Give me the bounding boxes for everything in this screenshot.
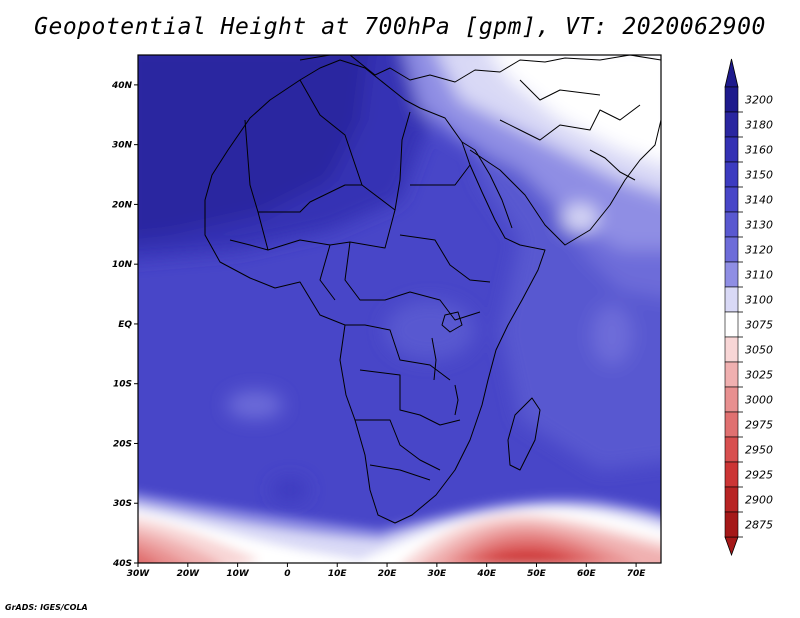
lake-malawi [454,384,459,416]
colorbar-label: 3120 [745,244,773,257]
colorbar-swatch [724,436,739,463]
lat-tick-label: 40S [112,559,132,569]
colorbar-label: 3050 [745,344,773,357]
lon-tick-label: 50E [527,569,547,579]
colorbar-top-arrow [724,58,739,88]
colorbar-label: 2925 [745,469,773,482]
colorbar-label: 3180 [745,119,773,132]
plot-frame [137,54,662,564]
field-band-3100-arabia [562,204,598,232]
lon-tick-label: 70E [627,569,647,579]
lat-tick-label: 20S [113,439,132,449]
credit-text: GrADS: IGES/COLA [5,603,88,612]
arabian-peninsula-coastline [469,119,661,246]
lon-tick-label: 40E [476,569,497,579]
colorbar-swatch [724,236,739,263]
field-band-3120-indian-ocean [592,305,632,365]
lat-tick-label: 20N [112,200,133,210]
colorbar-swatch [724,511,739,538]
map-plot-area [137,54,662,564]
colorbar: 3200 3180 3160 3150 3140 3130 3120 3110 3100 3075… [724,58,773,557]
madagascar-coastline [507,397,541,471]
colorbar-swatch [724,411,739,438]
colorbar-label: 2975 [745,419,773,432]
colorbar-swatch [724,211,739,238]
colorbar-label: 3130 [745,219,773,232]
latitude-axis: 40N 30N 20N 10N EQ 10S 20S 30S 40S [111,81,138,569]
colorbar-swatch [724,111,739,138]
colorbar-label: 3000 [745,394,773,407]
colorbar-swatch [724,336,739,363]
national-borders-north [244,79,471,213]
colorbar-swatch [724,486,739,513]
colorbar-swatch [724,186,739,213]
colorbar-swatch [724,161,739,188]
africa-coastline [204,59,546,524]
colorbar-swatch [724,461,739,488]
lat-tick-label: 30S [113,499,132,509]
lake-tanganyika [431,337,437,381]
colorbar-bottom-arrow [724,536,739,557]
lon-tick-label: 20W [177,569,201,579]
colorbar-label: 3100 [745,294,773,307]
colorbar-swatch [724,386,739,413]
colorbar-label: 3160 [745,144,773,157]
lon-tick-label: 20E [378,569,398,579]
national-borders-south [345,324,461,481]
field-band-3120-south-atlantic [227,391,283,419]
colorbar-swatch [724,286,739,313]
figure-title: Geopotential Height at 700hPa [gpm], VT:… [34,14,766,40]
colorbar-label: 3110 [745,269,773,282]
colorbar-swatch [724,261,739,288]
lat-tick-label: 10S [113,380,132,390]
colorbar-label: 3140 [745,194,773,207]
field-band-3180-northwest [138,55,369,239]
lon-tick-label: 30W [127,569,151,579]
colorbar-label: 3150 [745,169,773,182]
field-band-3075-far-northeast [491,55,661,164]
field-band-3130-central-africa [385,300,475,360]
colorbar-swatch [724,311,739,338]
colorbar-swatch [724,361,739,388]
lat-tick-label: 10N [112,260,133,270]
middle-east-borders [499,79,641,141]
lat-tick-label: EQ [118,320,132,330]
field-band-2925-south [488,554,570,563]
height-field [138,55,661,563]
persian-gulf-coastline [589,149,636,181]
lon-tick-label: 60E [577,569,597,579]
colorbar-label: 3075 [745,319,773,332]
lon-tick-label: 30E [428,569,448,579]
colorbar-label: 2875 [745,519,773,532]
colorbar-label: 3025 [745,369,773,382]
lon-tick-label: 10E [328,569,348,579]
lake-victoria [441,311,463,333]
colorbar-swatch [724,86,739,113]
lat-tick-label: 30N [112,141,133,151]
lon-tick-label: 0 [284,569,290,579]
colorbar-label: 2950 [745,444,773,457]
field-band-3150-south-atlantic [272,478,308,502]
lon-tick-label: 10W [226,569,250,579]
red-sea-coastline [461,141,513,229]
colorbar-label: 2900 [745,494,773,507]
coastlines-and-borders [204,55,661,524]
national-borders-central [229,209,491,321]
europe-coastline [299,55,661,83]
colorbar-swatch [724,136,739,163]
longitude-axis: 30W 20W 10W 0 10E 20E 30E 40E 50E 60E 70E [127,563,647,579]
colorbar-label: 3200 [745,94,773,107]
lat-tick-label: 40N [111,81,133,91]
